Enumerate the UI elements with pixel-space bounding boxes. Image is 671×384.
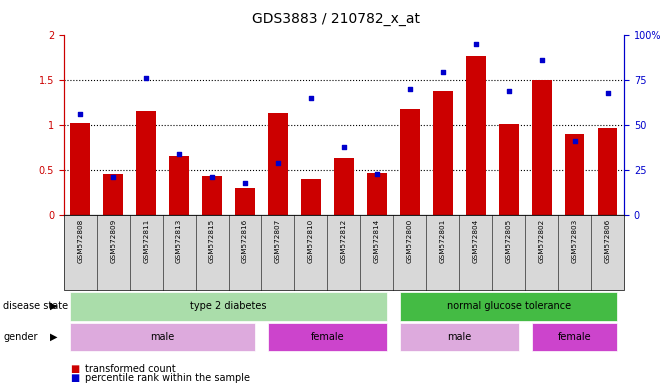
Point [75, 111, 86, 117]
Bar [301, 179, 321, 215]
Text: GSM572804: GSM572804 [472, 219, 478, 263]
Text: ■: ■ [70, 373, 80, 383]
Text: GSM572808: GSM572808 [77, 219, 83, 263]
Bar [103, 174, 123, 215]
Point [405, 86, 415, 92]
Point [602, 90, 613, 96]
Text: transformed count: transformed count [85, 364, 176, 374]
Bar [334, 158, 354, 215]
Text: ■: ■ [70, 364, 80, 374]
Point [339, 144, 350, 151]
Bar [70, 123, 90, 215]
Point [207, 174, 217, 180]
Text: GDS3883 / 210782_x_at: GDS3883 / 210782_x_at [252, 12, 419, 25]
Bar [268, 113, 288, 215]
Text: percentile rank within the sample: percentile rank within the sample [85, 373, 250, 383]
Text: female: female [558, 332, 591, 342]
Text: GSM572815: GSM572815 [209, 219, 215, 263]
Point [569, 138, 580, 144]
Point [272, 160, 283, 166]
Bar [598, 128, 617, 215]
Bar [202, 176, 222, 215]
Bar [367, 173, 386, 215]
Text: disease state: disease state [3, 301, 68, 311]
Text: GSM572806: GSM572806 [605, 219, 611, 263]
Text: ▶: ▶ [50, 301, 57, 311]
Text: GSM572807: GSM572807 [275, 219, 281, 263]
Point [470, 41, 481, 47]
Point [108, 174, 119, 180]
Point [536, 57, 547, 63]
Text: GSM572800: GSM572800 [407, 219, 413, 263]
Bar [169, 156, 189, 215]
Text: GSM572816: GSM572816 [242, 219, 248, 263]
Text: ▶: ▶ [50, 332, 57, 342]
Text: GSM572801: GSM572801 [440, 219, 446, 263]
Bar [565, 134, 584, 215]
Bar [235, 188, 255, 215]
Text: GSM572813: GSM572813 [176, 219, 182, 263]
Text: GSM572810: GSM572810 [308, 219, 314, 263]
Bar [466, 56, 486, 215]
Bar [433, 91, 453, 215]
Bar [499, 124, 519, 215]
Text: GSM572805: GSM572805 [506, 219, 512, 263]
Text: male: male [447, 332, 471, 342]
Text: GSM572811: GSM572811 [143, 219, 149, 263]
Text: GSM572812: GSM572812 [341, 219, 347, 263]
Point [437, 68, 448, 74]
Bar [400, 109, 419, 215]
Text: female: female [311, 332, 344, 342]
Point [141, 75, 152, 81]
Text: type 2 diabetes: type 2 diabetes [191, 301, 267, 311]
Text: GSM572814: GSM572814 [374, 219, 380, 263]
Bar [531, 80, 552, 215]
Text: GSM572802: GSM572802 [539, 219, 545, 263]
Text: gender: gender [3, 332, 38, 342]
Point [240, 180, 250, 187]
Bar [136, 111, 156, 215]
Point [372, 170, 382, 177]
Point [305, 95, 316, 101]
Text: GSM572803: GSM572803 [572, 219, 578, 263]
Text: GSM572809: GSM572809 [110, 219, 116, 263]
Point [174, 151, 185, 157]
Text: normal glucose tolerance: normal glucose tolerance [447, 301, 571, 311]
Point [503, 88, 514, 94]
Text: male: male [150, 332, 174, 342]
